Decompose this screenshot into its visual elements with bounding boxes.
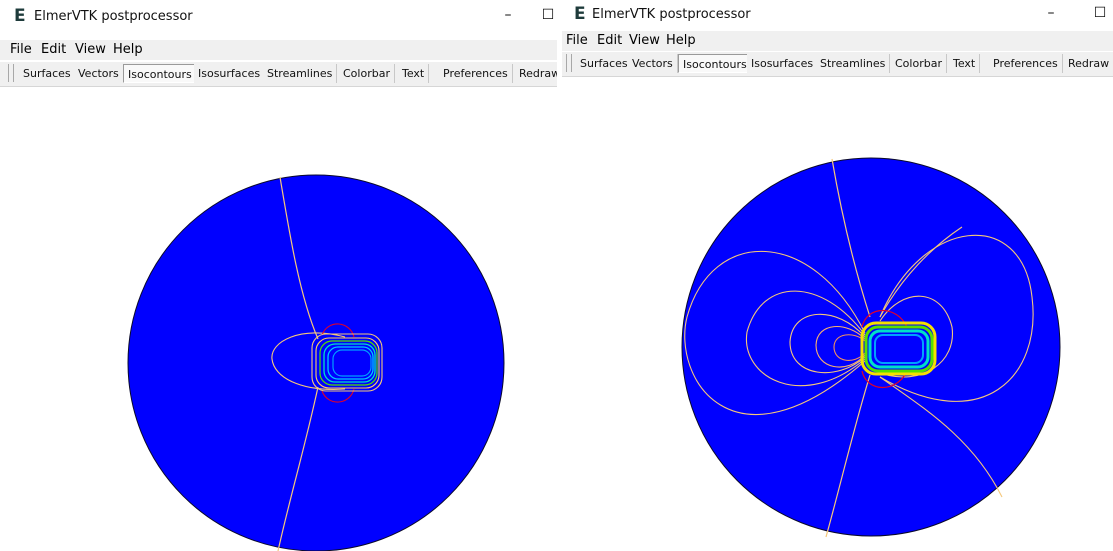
postprocessor-window-left: E ElmerVTK postprocessor – ☐ File Edit V… [0,0,557,551]
contour-band-blue [874,334,924,364]
tab-surfaces[interactable]: Surfaces [19,64,76,83]
contour-loop-top [321,323,355,338]
toolbar-grip-icon[interactable] [8,64,14,82]
contour-lobe-left-2 [745,290,866,387]
menu-bar: File Edit View Help [562,31,1113,51]
contour-lobe-left-1 [684,250,866,415]
tab-preferences[interactable]: Preferences [989,54,1063,73]
tab-vectors[interactable]: Vectors [74,64,124,83]
isocontour-plot [127,174,505,551]
render-viewport[interactable] [0,87,557,551]
contour-lobe-left-3 [789,313,866,374]
tab-isosurfaces[interactable]: Isosurfaces [747,54,819,73]
tab-preferences[interactable]: Preferences [439,64,513,83]
menu-view[interactable]: View [629,33,660,48]
window-title: ElmerVTK postprocessor [34,9,193,24]
maximize-button[interactable]: ☐ [1093,5,1107,21]
tab-vectors[interactable]: Vectors [628,54,678,73]
menu-help[interactable]: Help [113,42,143,57]
separatrix-contour [825,158,871,538]
tab-redraw[interactable]: Redraw [515,64,557,83]
elmer-logo-icon: E [574,4,586,24]
menu-file[interactable]: File [566,33,588,48]
contour-ring-2 [315,337,380,389]
tab-colorbar[interactable]: Colorbar [339,64,395,83]
toolbar: Surfaces Vectors Isocontours Isosurfaces… [562,52,1113,77]
contour-ring-1 [311,333,383,392]
menu-edit[interactable]: Edit [41,42,67,57]
maximize-button[interactable]: ☐ [541,7,555,23]
menu-help[interactable]: Help [666,33,696,48]
contour-ring-5 [327,346,374,380]
contour-ring-3 [319,340,378,386]
tab-streamlines[interactable]: Streamlines [263,64,338,83]
menu-view[interactable]: View [75,42,106,57]
contour-ring-6 [332,349,372,377]
tab-isocontours[interactable]: Isocontours [123,64,197,83]
minimize-button[interactable]: – [1047,5,1055,21]
contour-loop-bottom [321,388,355,403]
toolbar-grip-icon[interactable] [566,54,572,72]
tab-streamlines[interactable]: Streamlines [816,54,891,73]
contour-lobe-bottom-right [879,376,1003,498]
title-bar: E ElmerVTK postprocessor – ☐ [0,0,557,36]
toolbar: Surfaces Vectors Isocontours Isosurfaces… [0,62,557,87]
contour-ring-4 [323,343,376,383]
render-viewport[interactable] [562,77,1113,551]
menu-edit[interactable]: Edit [597,33,623,48]
minimize-button[interactable]: – [504,7,512,23]
tab-redraw[interactable]: Redraw [1064,54,1113,73]
menu-bar: File Edit View Help [0,40,557,60]
tab-isocontours[interactable]: Isocontours [678,54,752,73]
elmer-logo-icon: E [14,6,26,26]
contour-lobe-left-4 [815,325,866,368]
contour-band-outer [860,321,937,376]
isocontour-plot [681,157,1061,538]
tab-colorbar[interactable]: Colorbar [891,54,947,73]
contour-lobe-top-right [879,226,963,318]
contour-band-green [864,325,934,373]
title-bar: E ElmerVTK postprocessor – ☐ [562,0,1113,36]
contour-lobe-left-5 [833,334,866,361]
contour-lobe-right-2 [879,295,953,378]
tab-isosurfaces[interactable]: Isosurfaces [194,64,266,83]
window-title: ElmerVTK postprocessor [592,7,751,22]
separatrix-contour [277,176,319,551]
menu-file[interactable]: File [10,42,32,57]
contour-band-cyan [868,329,930,369]
tab-surfaces[interactable]: Surfaces [576,54,633,73]
postprocessor-window-right: E ElmerVTK postprocessor – ☐ File Edit V… [562,0,1113,551]
contour-outer-left [271,332,346,390]
tab-text[interactable]: Text [949,54,981,73]
contour-loop-bottom [861,370,908,388]
tab-text[interactable]: Text [398,64,430,83]
